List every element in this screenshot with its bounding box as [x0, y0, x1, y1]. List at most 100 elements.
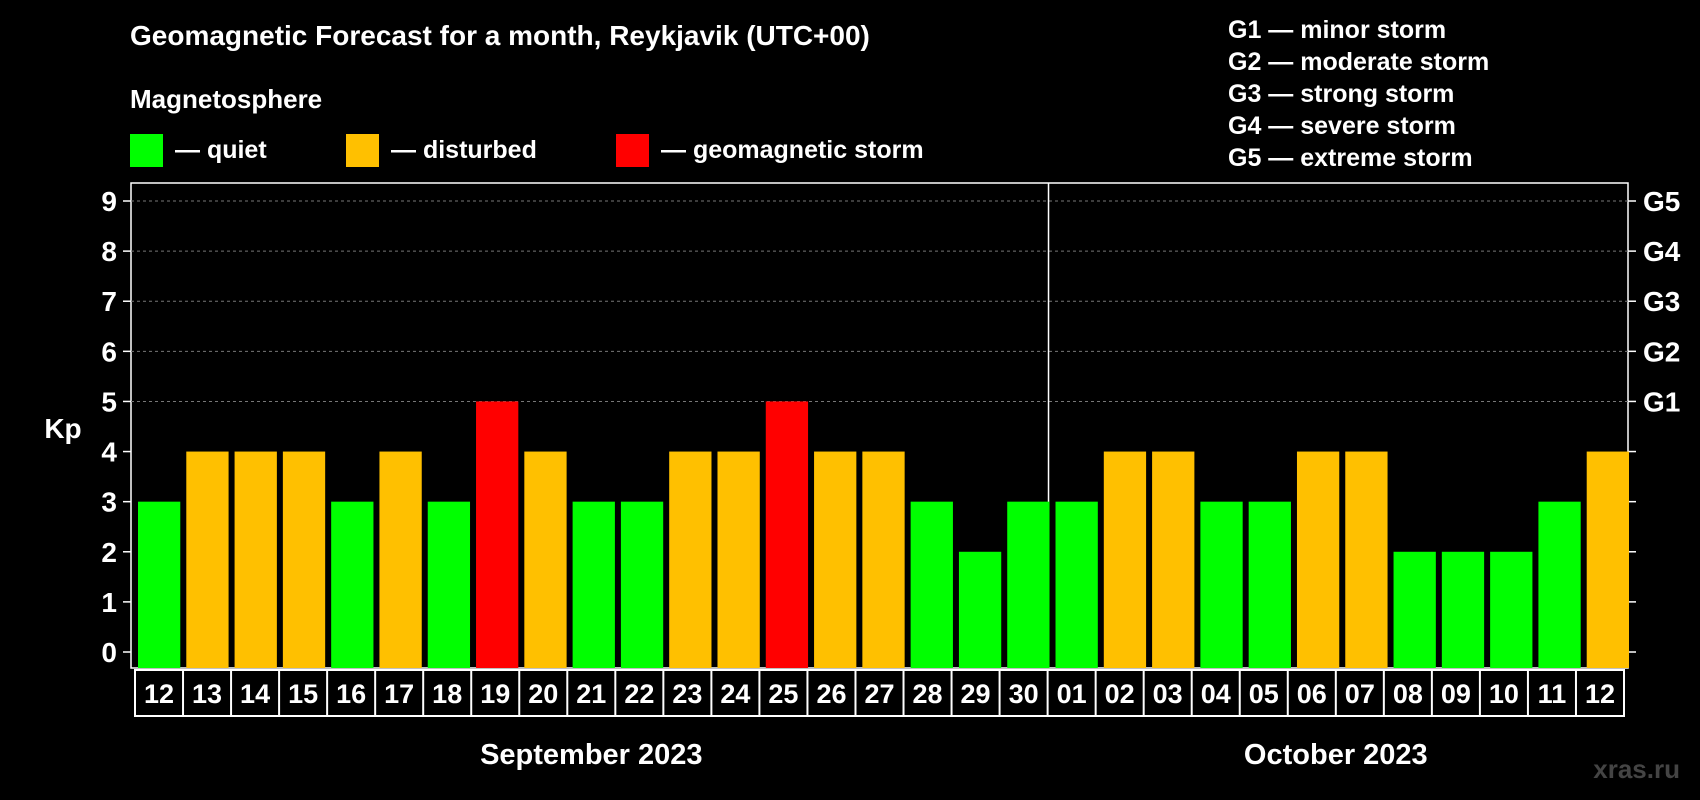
- kp-bar: [910, 501, 953, 668]
- x-tick-label: 17: [384, 679, 414, 709]
- watermark: xras.ru: [1593, 754, 1680, 784]
- x-tick-label: 06: [1297, 679, 1327, 709]
- legend-heading: Magnetosphere: [130, 84, 323, 114]
- x-tick-label: 03: [1153, 679, 1183, 709]
- kp-bar: [814, 451, 857, 668]
- x-tick-label: 23: [672, 679, 702, 709]
- x-tick-label: 18: [432, 679, 462, 709]
- kp-bar: [620, 501, 664, 668]
- kp-bar: [524, 451, 567, 668]
- chart-title: Geomagnetic Forecast for a month, Reykja…: [130, 20, 870, 51]
- kp-bar: [1200, 501, 1243, 668]
- quiet-swatch: [130, 134, 163, 167]
- g-level-label: G5: [1643, 186, 1680, 217]
- legend-item-quiet: — quiet: [130, 134, 267, 167]
- legend-item-storm: — geomagnetic storm: [616, 134, 924, 167]
- legend-label-storm: — geomagnetic storm: [661, 136, 924, 164]
- x-tick-label: 02: [1105, 679, 1135, 709]
- kp-bar: [331, 501, 374, 668]
- legend-label-disturbed: — disturbed: [391, 136, 537, 164]
- x-tick-label: 01: [1057, 679, 1087, 709]
- x-tick-label: 16: [336, 679, 366, 709]
- kp-bar: [1393, 551, 1436, 668]
- storm-level-g1: G1 — minor storm: [1228, 16, 1447, 44]
- kp-bar: [1055, 501, 1098, 668]
- x-tick-label: 04: [1201, 679, 1231, 709]
- kp-bar: [1248, 501, 1291, 668]
- x-tick-label: 21: [576, 679, 606, 709]
- x-tick-label: 29: [961, 679, 991, 709]
- x-tick-label: 28: [913, 679, 943, 709]
- kp-bar: [1441, 551, 1485, 668]
- y-tick-label: 2: [101, 537, 117, 568]
- storm-level-g3: G3 — strong storm: [1228, 80, 1455, 108]
- x-tick-label: 15: [288, 679, 318, 709]
- kp-bar: [1152, 451, 1195, 668]
- y-tick-label: 0: [101, 637, 117, 668]
- kp-bar: [1586, 451, 1629, 668]
- storm-level-g4: G4 — severe storm: [1228, 112, 1456, 140]
- y-tick-label: 4: [101, 437, 117, 468]
- disturbed-swatch: [346, 134, 379, 167]
- x-tick-label: 19: [480, 679, 510, 709]
- x-tick-label: 26: [816, 679, 846, 709]
- x-tick-label: 25: [768, 679, 798, 709]
- x-tick-label: 12: [1585, 679, 1615, 709]
- g-level-label: G1: [1643, 386, 1680, 417]
- storm-level-legend: G1 — minor storm G2 — moderate storm G3 …: [1228, 14, 1489, 174]
- kp-bar: [476, 401, 519, 668]
- x-tick-label: 27: [864, 679, 894, 709]
- kp-bar: [138, 501, 181, 668]
- x-tick-label: 13: [192, 679, 222, 709]
- kp-bar: [1007, 501, 1050, 668]
- kp-bar: [379, 451, 422, 668]
- kp-bar: [765, 401, 809, 668]
- kp-bar: [862, 451, 905, 668]
- kp-bar: [717, 451, 760, 668]
- x-tick-label: 09: [1441, 679, 1471, 709]
- y-tick-label: 5: [101, 386, 117, 417]
- y-tick-label: 9: [101, 186, 117, 217]
- g-level-label: G2: [1643, 336, 1680, 367]
- kp-bar: [186, 451, 229, 668]
- x-tick-label: 11: [1538, 679, 1567, 709]
- kp-bar: [1103, 451, 1147, 668]
- y-tick-label: 1: [101, 587, 117, 618]
- kp-bar: [1345, 451, 1388, 668]
- x-tick-label: 24: [720, 679, 750, 709]
- g-level-label: G3: [1643, 286, 1680, 317]
- x-tick-label: 22: [624, 679, 654, 709]
- x-tick-label: 20: [528, 679, 558, 709]
- kp-bar: [1538, 501, 1581, 668]
- y-tick-label: 3: [101, 487, 117, 518]
- legend-item-disturbed: — disturbed: [346, 134, 537, 167]
- kp-bar: [669, 451, 712, 668]
- x-tick-label: 14: [240, 679, 270, 709]
- legend-label-quiet: — quiet: [175, 136, 267, 164]
- y-axis-label: Kp: [44, 413, 81, 444]
- kp-bar: [1490, 551, 1533, 668]
- x-tick-label: 05: [1249, 679, 1279, 709]
- kp-bar: [958, 551, 1002, 668]
- x-tick-label: 07: [1345, 679, 1375, 709]
- x-tick-label: 30: [1009, 679, 1039, 709]
- storm-level-g2: G2 — moderate storm: [1228, 48, 1490, 76]
- storm-swatch: [616, 134, 649, 167]
- kp-bar: [572, 501, 615, 668]
- month-label: September 2023: [480, 739, 702, 771]
- y-tick-label: 8: [101, 236, 117, 267]
- x-tick-label: 12: [144, 679, 174, 709]
- kp-bar: [1296, 451, 1340, 668]
- y-tick-label: 7: [101, 286, 117, 317]
- storm-level-g5: G5 — extreme storm: [1228, 144, 1473, 172]
- kp-bar: [282, 451, 326, 668]
- month-label: October 2023: [1244, 739, 1428, 771]
- date-axis-box: [134, 669, 1625, 717]
- x-tick-label: 10: [1489, 679, 1519, 709]
- y-tick-label: 6: [101, 336, 117, 367]
- kp-bar: [234, 451, 277, 668]
- x-tick-label: 08: [1393, 679, 1423, 709]
- g-level-label: G4: [1643, 236, 1681, 267]
- kp-bar: [427, 501, 471, 668]
